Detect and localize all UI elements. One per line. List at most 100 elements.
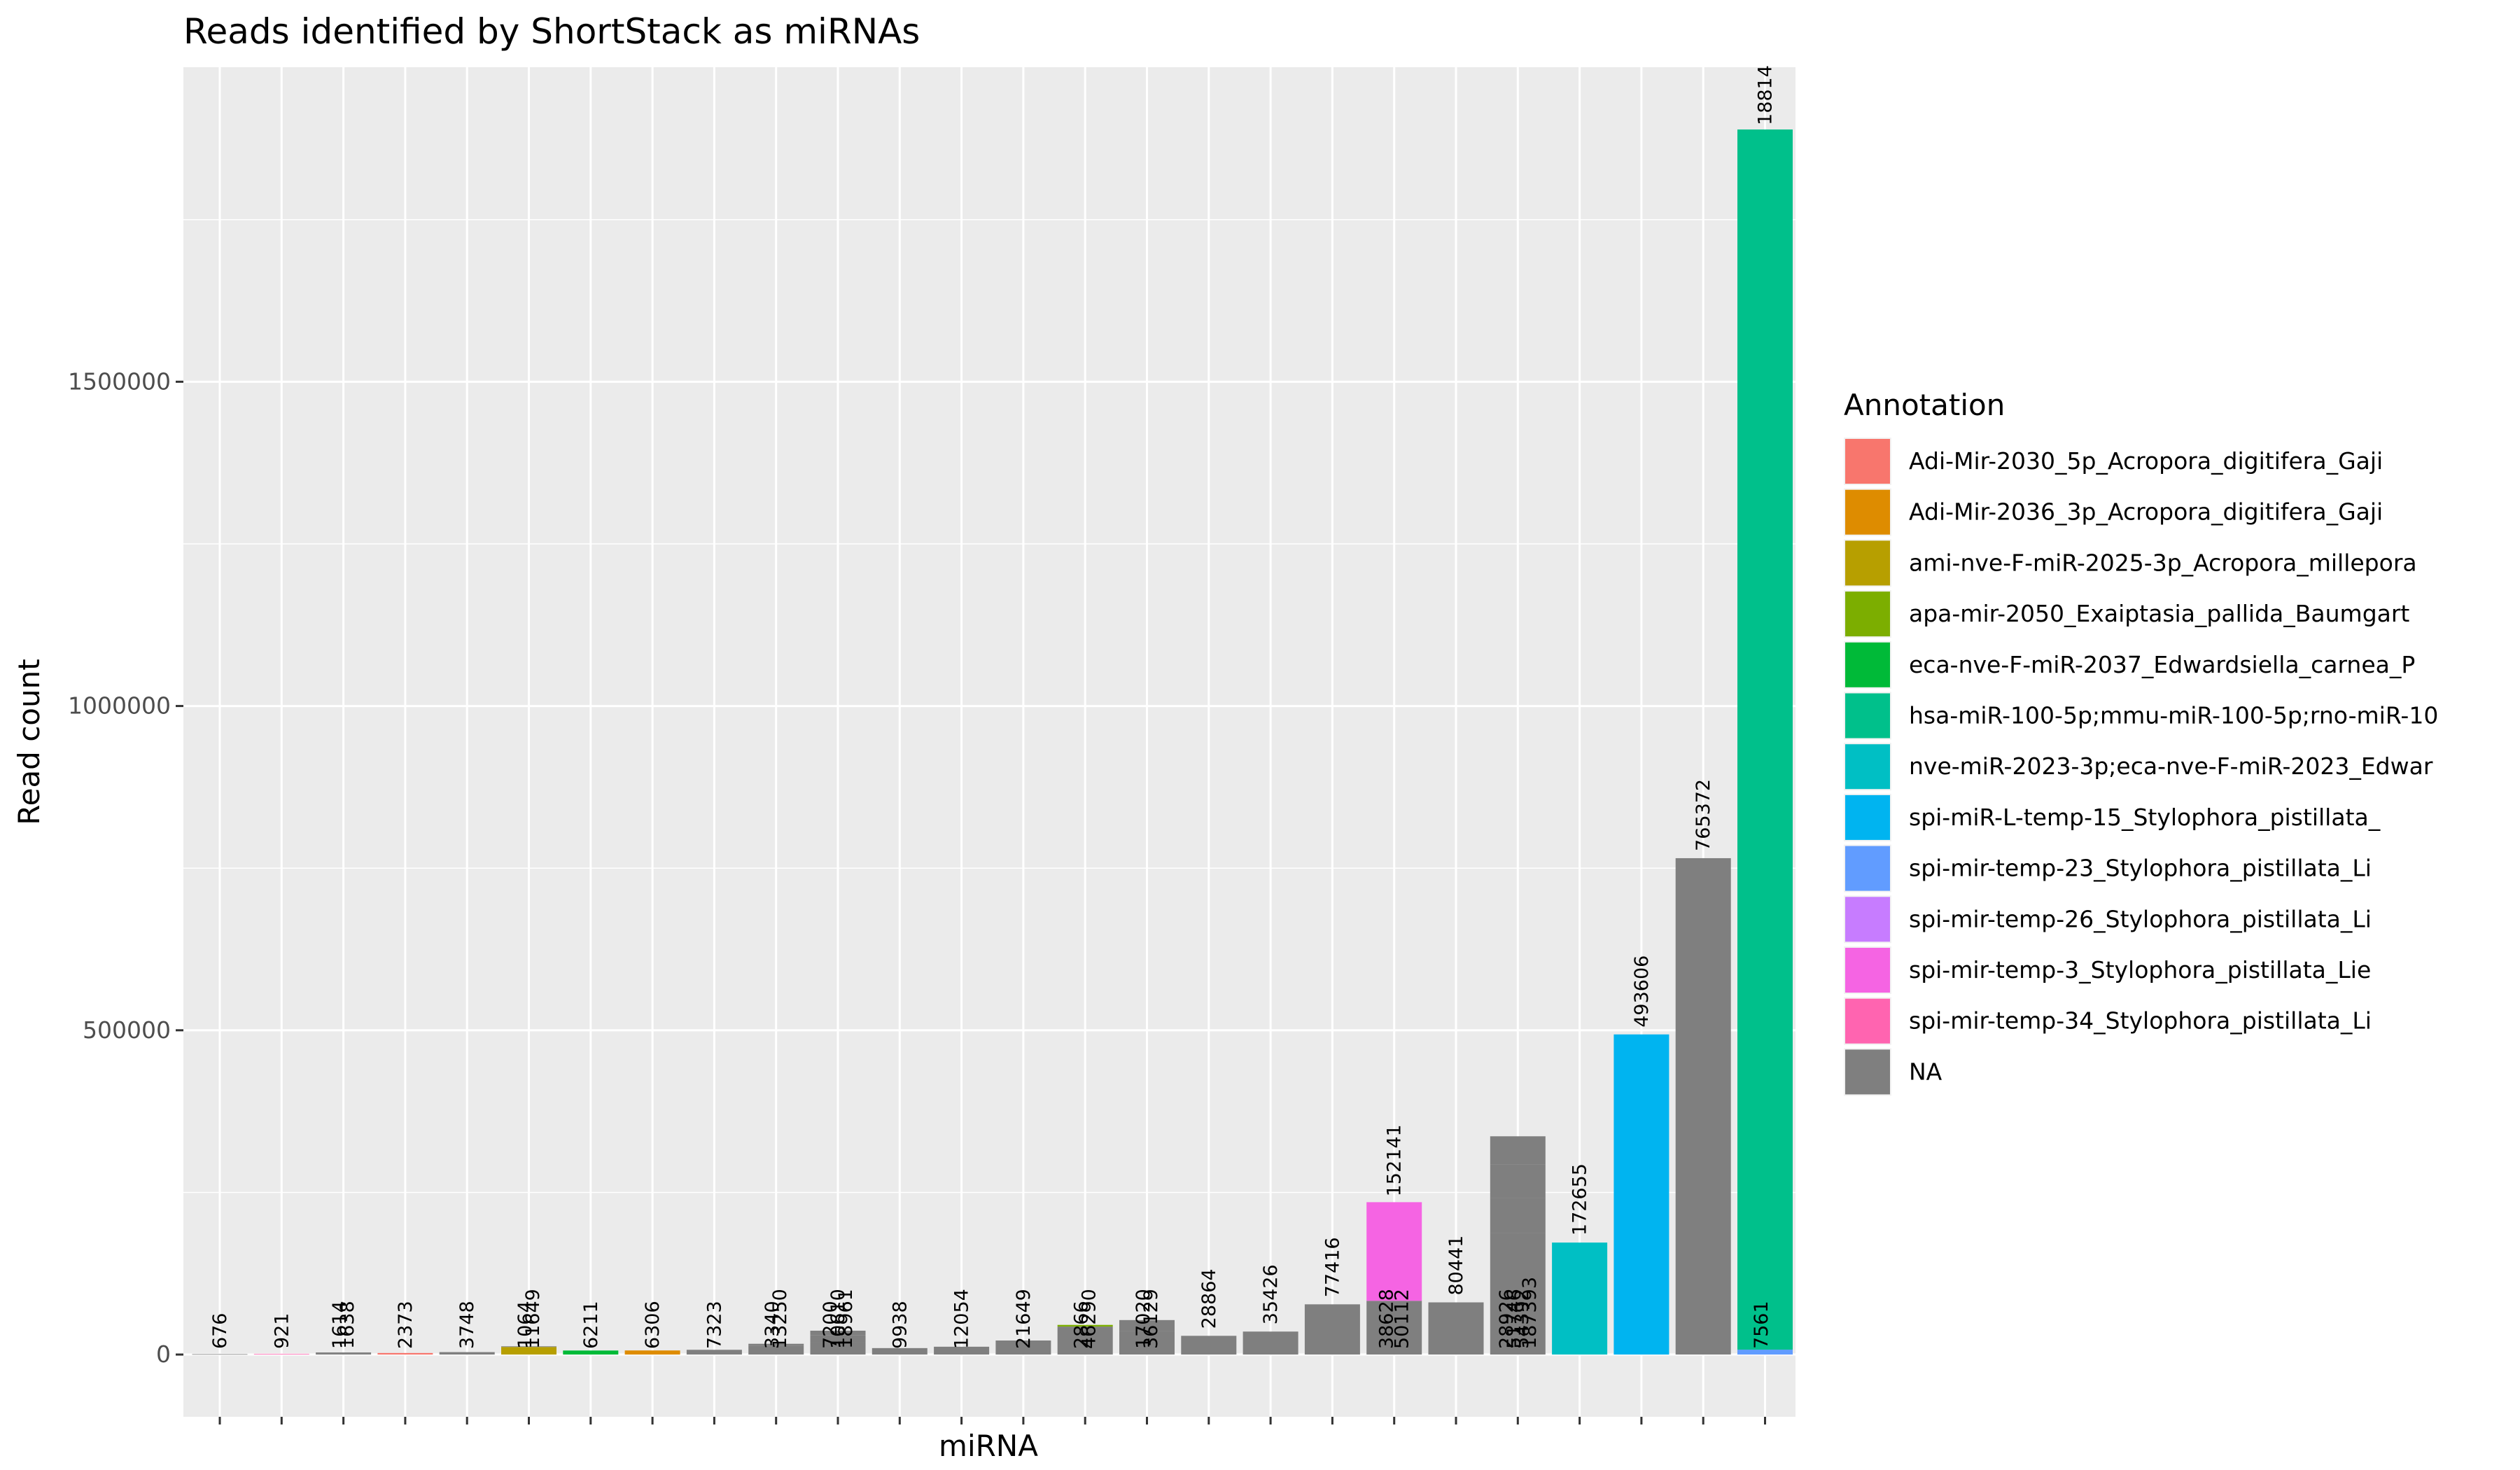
data-label: 46290 xyxy=(1079,1289,1100,1349)
data-label: 493606 xyxy=(1631,955,1653,1028)
data-label: 9938 xyxy=(889,1301,911,1349)
bar-segment xyxy=(1737,1350,1793,1355)
y-tick-label: 1500000 xyxy=(68,368,171,395)
bar-segment xyxy=(377,1352,433,1355)
y-tick-label: 1000000 xyxy=(68,692,171,720)
bar-segment xyxy=(1490,1233,1546,1355)
bar-segment xyxy=(934,1346,990,1355)
legend-label: spi-mir-temp-26_Stylophora_pistillata_Li xyxy=(1909,905,2372,932)
data-label: 7200 xyxy=(820,1301,841,1349)
bar-segment xyxy=(1366,1202,1422,1301)
data-label: 28926 xyxy=(1496,1289,1518,1349)
data-label: 7323 xyxy=(704,1301,725,1349)
legend-swatch xyxy=(1845,846,1890,891)
legend-label: spi-mir-temp-23_Stylophora_pistillata_Li xyxy=(1909,855,2372,882)
legend-swatch xyxy=(1845,744,1890,790)
data-label: 10610 xyxy=(827,1289,849,1349)
data-label: 17020 xyxy=(1133,1289,1154,1349)
y-axis: 0 500000 1000000 1500000 xyxy=(68,368,183,1368)
bar-segment xyxy=(1490,1164,1546,1198)
bar-segment xyxy=(1057,1324,1113,1327)
legend-label: eca-nve-F-miR-2037_Edwardsiella_carnea_P xyxy=(1909,651,2415,678)
data-label: 172655 xyxy=(1569,1163,1591,1236)
legend-swatch xyxy=(1845,1049,1890,1095)
legend-swatch xyxy=(1845,998,1890,1044)
bar-segment xyxy=(1119,1331,1175,1355)
legend-swatch xyxy=(1845,540,1890,586)
bar-segment xyxy=(1366,1301,1422,1355)
bar-segment xyxy=(563,1350,619,1355)
bar-segment xyxy=(439,1352,495,1355)
data-label: 28864 xyxy=(1198,1268,1220,1329)
bars xyxy=(192,129,1793,1355)
legend-swatch xyxy=(1845,489,1890,535)
bar-segment xyxy=(316,1352,372,1354)
x-axis-title: miRNA xyxy=(939,1429,1038,1463)
bar-segment xyxy=(1119,1320,1175,1331)
bar-segment xyxy=(624,1350,680,1355)
legend-swatch xyxy=(1845,439,1890,484)
data-label: 35426 xyxy=(1260,1264,1282,1324)
bar-segment xyxy=(1057,1326,1113,1355)
data-label: 1638 xyxy=(337,1301,358,1349)
data-label: 77416 xyxy=(1322,1237,1343,1297)
data-label: 36129 xyxy=(1140,1289,1162,1349)
data-label: 2866 xyxy=(1071,1301,1093,1349)
legend-label: Adi-Mir-2030_5p_Acropora_digitifera_Gaji xyxy=(1909,447,2383,475)
data-label: 12054 xyxy=(951,1289,973,1349)
legend-swatch xyxy=(1845,794,1890,840)
bar-segment xyxy=(1242,1331,1298,1355)
legend-label: Adi-Mir-2036_3p_Acropora_digitifera_Gaji xyxy=(1909,498,2383,526)
legend-swatch xyxy=(1845,948,1890,993)
bar-segment xyxy=(810,1330,866,1336)
legend-label: nve-miR-2023-3p;eca-nve-F-miR-2023_Edwar xyxy=(1909,752,2433,780)
bar-segment xyxy=(501,1347,556,1355)
data-label: 18961 xyxy=(835,1289,857,1349)
x-axis xyxy=(218,1417,1766,1424)
data-label: 1064 xyxy=(514,1301,536,1349)
data-label: 18814 xyxy=(1755,65,1777,125)
data-label: 3340 xyxy=(762,1301,783,1349)
data-label: 1614 xyxy=(329,1301,351,1349)
data-label: 51746 xyxy=(1504,1289,1525,1349)
data-label: 54392 xyxy=(1511,1289,1533,1349)
legend-label: spi-mir-temp-34_Stylophora_pistillata_Li xyxy=(1909,1007,2372,1035)
legend-label: apa-mir-2050_Exaiptasia_pallida_Baumgart xyxy=(1909,600,2409,627)
data-label: 187393 xyxy=(1519,1277,1541,1349)
data-label: 50112 xyxy=(1392,1289,1413,1349)
legend-swatch xyxy=(1845,897,1890,942)
bar-segment xyxy=(748,1345,804,1355)
data-label: 6306 xyxy=(642,1301,664,1349)
bar-segment xyxy=(1552,1242,1608,1355)
bar-segment xyxy=(1428,1302,1484,1355)
data-label: 676 xyxy=(209,1313,231,1350)
bar-segment xyxy=(1304,1304,1360,1355)
bar-segment xyxy=(501,1346,556,1348)
bar-segment xyxy=(995,1340,1051,1355)
data-label: 7561 xyxy=(1751,1301,1772,1349)
bar-segment xyxy=(1490,1198,1546,1233)
data-label: 3748 xyxy=(456,1301,478,1349)
legend-label: NA xyxy=(1909,1058,1942,1085)
data-label: 38628 xyxy=(1376,1289,1398,1349)
legend-label: hsa-miR-100-5p;mmu-miR-100-5p;rno-miR-10 xyxy=(1909,702,2438,729)
legend-label: ami-nve-F-miR-2025-3p_Acropora_millepora xyxy=(1909,549,2417,576)
legend-swatch xyxy=(1845,642,1890,687)
legend-label: spi-mir-temp-3_Stylophora_pistillata_Lie xyxy=(1909,956,2371,983)
legend: Annotation Adi-Mir-2030_5p_Acropora_digi… xyxy=(1844,388,2438,1096)
bar-segment xyxy=(1675,858,1731,1355)
bar-segment xyxy=(810,1335,866,1343)
legend-swatch xyxy=(1845,592,1890,637)
data-label: 13250 xyxy=(769,1289,791,1349)
bar-segment xyxy=(1181,1336,1237,1355)
data-label: 6211 xyxy=(580,1301,602,1349)
legend-label: spi-miR-L-temp-15_Stylophora_pistillata_ xyxy=(1909,804,2381,831)
y-tick-label: 0 xyxy=(156,1340,171,1368)
bar-segment xyxy=(1490,1136,1546,1165)
grid-lines xyxy=(183,67,1795,1417)
y-axis-title: Read count xyxy=(12,659,46,825)
bar-segment xyxy=(872,1348,927,1355)
bar-segment xyxy=(686,1350,742,1355)
plot-panel xyxy=(183,67,1795,1417)
